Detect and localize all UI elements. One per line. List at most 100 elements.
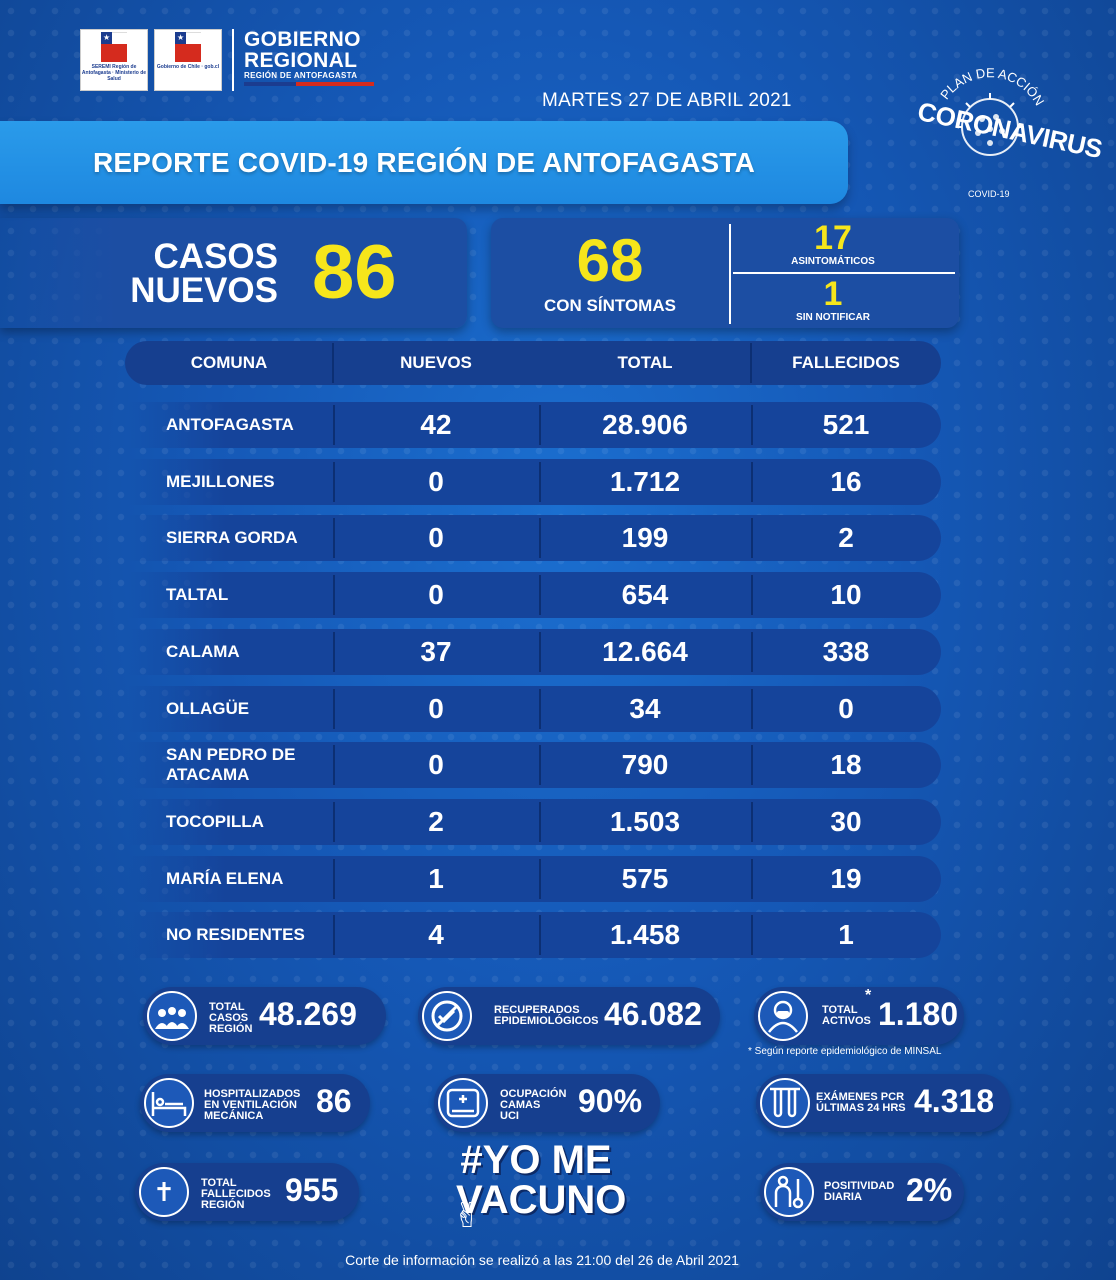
row-comuna: MARÍA ELENA [166,869,284,888]
test-tubes-icon [760,1078,810,1128]
hospitalized-value: 86 [316,1083,352,1119]
plan-accion-coronavirus-logo: PLAN DE ACCIÓN CORONAVIRUS COVID-19 [912,55,1105,210]
hospital-bed-icon [144,1078,194,1128]
plan-arc-text: PLAN DE ACCIÓN [937,65,1047,108]
plan-sub-text: COVID-19 [968,189,1010,199]
new-cases-value: 86 [312,230,397,315]
icu-bed-icon [438,1078,488,1128]
positivity-pill: POSITIVIDAD DIARIA 2% [760,1163,964,1221]
col-comuna: COMUNA [190,353,268,372]
recovered-pill: RECUPERADOS EPIDEMIOLÓGICOS 46.082 [418,987,720,1045]
table-row: MARÍA ELENA 1 575 19 [128,856,941,902]
row-total: 12.664 [602,636,688,667]
gob-sub: REGIÓN DE ANTOFAGASTA [244,71,358,80]
col-nuevos: NUEVOS [400,353,472,372]
active-cases-pill: TOTAL ACTIVOS * 1.180 [754,987,964,1045]
symptomatic-value: 68 [576,227,644,294]
row-total: 1.458 [609,919,681,950]
recovered-l1: RECUPERADOS [494,1004,580,1016]
icu-l2: CAMAS [500,1099,541,1111]
positivity-l2: DIARIA [824,1191,862,1203]
cross-icon: ✝ [139,1167,189,1217]
gob-line2: REGIONAL [244,49,358,72]
seremi-logo-text: SEREMI Región de Antofagasta · Ministeri… [81,64,147,82]
row-nuevos: 1 [428,863,444,894]
col-total: TOTAL [617,353,673,372]
active-l2: ACTIVOS [822,1015,871,1027]
hospitalized-l2: EN VENTILACIÓN [204,1099,297,1111]
row-total: 199 [621,522,669,553]
row-total: 790 [621,749,669,780]
person-mask-icon [758,991,808,1041]
total-cases-l1: TOTAL [209,1001,245,1013]
asymptomatic-value: 17 [814,219,852,257]
gob-line1: GOBIERNO [244,28,361,51]
deaths-l1: TOTAL [201,1177,237,1189]
row-comuna: SAN PEDRO DE ATACAMA [166,745,296,784]
table-row: SIERRA GORDA 0 199 2 [128,515,941,561]
row-comuna: SIERRA GORDA [166,528,298,547]
row-fallecidos: 1 [838,919,854,950]
table-row: NO RESIDENTES 4 1.458 1 [128,912,941,958]
row-comuna: OLLAGÜE [166,699,250,718]
recovered-value: 46.082 [604,996,702,1032]
row-total: 1.503 [609,806,681,837]
row-nuevos: 0 [428,522,444,553]
title-banner: REPORTE COVID-19 REGIÓN DE ANTOFAGASTA [0,121,848,204]
row-fallecidos: 18 [830,749,862,780]
icu-l3: UCI [500,1110,519,1122]
total-cases-l2: CASOS [209,1012,249,1024]
active-star: * [865,987,872,1004]
row-comuna: CALAMA [166,642,240,661]
row-total: 575 [621,863,669,894]
table-row: ANTOFAGASTA 42 28.906 521 [128,402,941,448]
gobierno-regional-logo: GOBIERNO REGIONAL REGIÓN DE ANTOFAGASTA [244,29,374,91]
new-cases-label2: NUEVOS [130,271,278,310]
peace-hand-icon: ✌ [453,1197,482,1235]
row-fallecidos: 338 [822,636,870,667]
positivity-value: 2% [906,1172,953,1208]
people-group-icon [147,991,197,1041]
row-nuevos: 2 [428,806,444,837]
gobierno-chile-logo-text: Gobierno de Chile · gob.cl [156,64,220,70]
report-title: REPORTE COVID-19 REGIÓN DE ANTOFAGASTA [92,146,756,178]
deaths-value: 955 [285,1172,339,1208]
col-fallecidos: FALLECIDOS [792,353,900,372]
deaths-l3: REGIÓN [201,1199,245,1211]
positivity-l1: POSITIVIDAD [824,1180,895,1192]
row-nuevos: 42 [420,409,452,440]
row-nuevos: 0 [428,466,444,497]
active-l1: TOTAL [822,1004,858,1016]
table-header: COMUNA NUEVOS TOTAL FALLECIDOS [125,341,941,385]
deaths-l2: FALLECIDOS [201,1188,271,1200]
new-cases-label1: CASOS [153,237,278,276]
active-note: * Según reporte epidemiológico de MINSAL [748,1046,942,1057]
table-row: TALTAL 0 654 10 [128,572,941,618]
total-cases-l3: REGIÓN [209,1023,253,1035]
icu-value: 90% [578,1083,643,1119]
symptom-breakdown-panel: 68 CON SÍNTOMAS 17 ASINTOMÁTICOS 1 SIN N… [491,218,959,328]
new-cases-panel: CASOS NUEVOS 86 [0,218,467,328]
report-date: MARTES 27 DE ABRIL 2021 [542,90,792,111]
gobierno-chile-logo: Gobierno de Chile · gob.cl [154,29,222,91]
virus-icon: PLAN DE ACCIÓN [937,65,1047,156]
recovered-virus-icon [422,991,472,1041]
row-total: 28.906 [602,409,688,440]
row-comuna: TALTAL [166,585,229,604]
row-nuevos: 0 [428,579,444,610]
table-row: SAN PEDRO DE ATACAMA 0 790 18 [128,742,941,788]
row-comuna: MEJILLONES [166,472,275,491]
pcr-l1: EXÁMENES PCR [816,1091,905,1103]
hospitalized-l1: HOSPITALIZADOS [204,1088,301,1100]
pcr-value: 4.318 [914,1083,995,1119]
row-fallecidos: 16 [830,466,862,497]
recovered-l2: EPIDEMIOLÓGICOS [494,1015,599,1027]
footer-note: Corte de información se realizó a las 21… [345,1252,739,1268]
row-fallecidos: 521 [822,409,870,440]
icu-l1: OCUPACIÓN [500,1088,567,1100]
active-value: 1.180 [878,996,959,1032]
table-row: CALAMA 37 12.664 338 [128,629,941,675]
row-nuevos: 4 [428,919,444,950]
total-cases-pill: TOTAL CASOS REGIÓN 48.269 [143,987,386,1045]
logo-group: SEREMI Región de Antofagasta · Ministeri… [80,29,374,91]
